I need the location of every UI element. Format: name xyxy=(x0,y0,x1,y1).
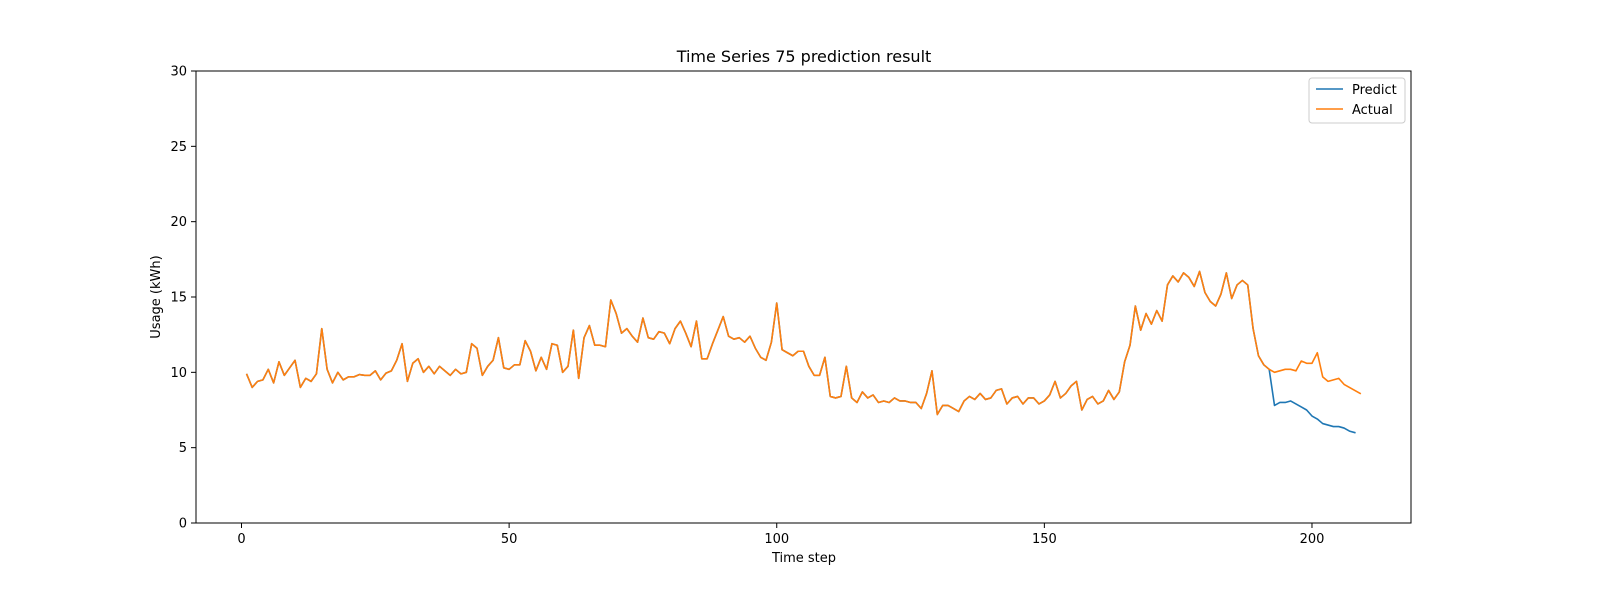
legend-label-actual: Actual xyxy=(1352,103,1393,118)
x-tick-label: 100 xyxy=(764,532,789,547)
x-tick-label: 200 xyxy=(1300,532,1325,547)
legend: Predict Actual xyxy=(1308,77,1406,124)
x-tick-label: 0 xyxy=(237,532,245,547)
y-tick-label: 10 xyxy=(170,366,187,381)
series-line-actual xyxy=(245,270,1362,416)
plot-area-frame xyxy=(195,70,1412,524)
y-tick-label: 15 xyxy=(170,291,187,306)
x-tick-label: 150 xyxy=(1032,532,1057,547)
x-axis-label: Time step xyxy=(771,551,836,566)
y-tick-label: 30 xyxy=(170,65,187,80)
x-axis: 0 50 100 150 200 xyxy=(237,523,1324,547)
y-axis: 0 5 10 15 20 25 30 xyxy=(170,65,196,532)
y-tick-label: 0 xyxy=(179,517,187,532)
series-lines xyxy=(245,270,1362,434)
legend-label-predict: Predict xyxy=(1352,83,1397,98)
x-tick-label: 50 xyxy=(501,532,518,547)
y-axis-label: Usage (kWh) xyxy=(149,255,164,338)
chart-title: Time Series 75 prediction result xyxy=(676,47,932,66)
y-tick-label: 25 xyxy=(170,140,187,155)
y-tick-label: 20 xyxy=(170,215,187,230)
y-tick-label: 5 xyxy=(179,441,187,456)
